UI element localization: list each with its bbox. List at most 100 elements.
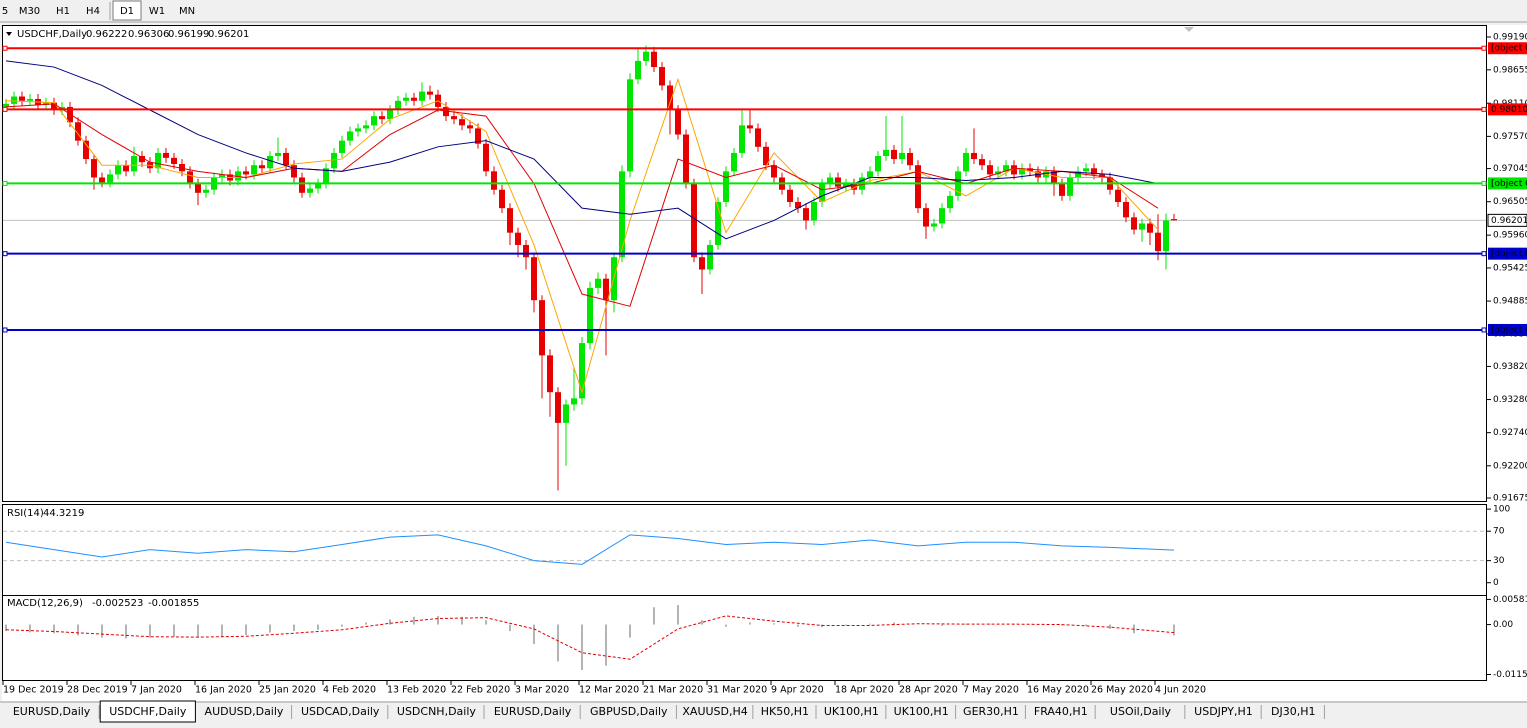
tab-label[interactable]: USDCNH,Daily: [397, 705, 477, 718]
level-label-box: [1488, 177, 1527, 190]
tab-label[interactable]: UK100,H1: [894, 705, 949, 718]
tab[interactable]: [388, 703, 484, 721]
tab-label[interactable]: AUDUSD,Daily: [205, 705, 284, 718]
candle-body: [923, 208, 929, 227]
tab[interactable]: [485, 703, 581, 721]
candle-body: [835, 177, 841, 187]
candle-body: [75, 122, 81, 141]
candle-body: [1131, 217, 1137, 230]
tab[interactable]: [753, 703, 816, 721]
candle-body: [731, 152, 737, 172]
candle-body: [563, 404, 569, 423]
candle-body: [987, 165, 993, 175]
candle-body: [787, 189, 793, 203]
candle-body: [483, 143, 489, 172]
timeframe-button[interactable]: H4: [86, 6, 100, 17]
moving-average: [5, 60, 1159, 240]
tab[interactable]: [677, 703, 753, 721]
tab[interactable]: [886, 703, 956, 721]
candle-body: [931, 223, 937, 227]
date-label: 21 Mar 2020: [643, 685, 703, 696]
tab-label[interactable]: EURUSD,Daily: [494, 705, 572, 718]
candle-body: [1099, 174, 1105, 178]
tab-label[interactable]: UK100,H1: [824, 705, 879, 718]
date-label: 13 Feb 2020: [387, 685, 446, 696]
timeframe-button[interactable]: M30: [19, 6, 40, 17]
candle-body: [459, 119, 465, 126]
date-label: 4 Jun 2020: [1155, 685, 1206, 696]
candle-body: [163, 152, 169, 158]
y-tick-label: 0.97570: [1493, 132, 1527, 142]
tab-label[interactable]: USDCHF,Daily: [109, 705, 187, 718]
y-tick-label: 0.95425: [1493, 263, 1527, 273]
timeframe-button[interactable]: W1: [149, 6, 165, 17]
candle-body: [819, 183, 825, 203]
candle-body: [419, 91, 425, 101]
level-handle: [1481, 251, 1487, 257]
candle-body: [891, 149, 897, 160]
date-label: 3 Mar 2020: [515, 685, 569, 696]
candle-body: [387, 109, 393, 120]
candle-body: [499, 189, 505, 209]
tab[interactable]: [817, 703, 886, 721]
symbol-label: USDCHF,Daily: [17, 29, 87, 40]
rsi-line: [5, 534, 1175, 565]
candle-body: [403, 97, 409, 101]
tab-label[interactable]: USOil,Daily: [1110, 705, 1172, 718]
timeframe-selected: [112, 0, 142, 21]
candle-body: [307, 188, 313, 193]
tab[interactable]: [4, 703, 100, 721]
tab[interactable]: [581, 703, 677, 721]
candle-body: [1003, 165, 1009, 172]
tab-label[interactable]: EURUSD,Daily: [13, 705, 91, 718]
timeframe-button[interactable]: 5: [2, 6, 8, 17]
date-label: 9 Apr 2020: [771, 685, 824, 696]
candle-body: [99, 177, 105, 183]
tab[interactable]: [956, 703, 1026, 721]
candle-body: [171, 157, 177, 164]
date-label: 28 Apr 2020: [899, 685, 958, 696]
candle-body: [19, 96, 25, 101]
date-label: 28 Dec 2019: [67, 685, 128, 696]
candle-body: [531, 257, 537, 301]
tab-label[interactable]: GBPUSD,Daily: [590, 705, 668, 718]
ohlc-open: 0.96222: [86, 29, 127, 40]
candle-body: [907, 152, 913, 166]
price-label: 0.96201: [1491, 216, 1527, 226]
macd-tick-label: -0.01153: [1493, 670, 1527, 680]
date-label: 31 Mar 2020: [707, 685, 767, 696]
tab-label[interactable]: GER30,H1: [963, 705, 1019, 718]
tab[interactable]: [196, 703, 292, 721]
tab[interactable]: [292, 703, 388, 721]
date-label: 22 Feb 2020: [451, 685, 510, 696]
dropdown-icon[interactable]: [6, 32, 12, 36]
tab[interactable]: [1185, 703, 1262, 721]
y-tick-label: 0.92200: [1493, 461, 1527, 471]
candle-body: [723, 171, 729, 203]
tab-active[interactable]: [99, 700, 196, 723]
shift-marker: [1184, 27, 1194, 32]
timeframe-button[interactable]: H1: [56, 6, 70, 17]
price-label-box: [1487, 213, 1527, 227]
tab-label[interactable]: FRA40,H1: [1034, 705, 1088, 718]
timeframe-button[interactable]: MN: [179, 6, 195, 17]
level-handle: [1481, 327, 1487, 333]
candle-body: [355, 128, 361, 132]
level-label-box: [1488, 247, 1527, 260]
tab-label[interactable]: USDJPY,H1: [1194, 705, 1253, 718]
tab-label[interactable]: DJ30,H1: [1271, 705, 1315, 718]
level-handle: [2, 180, 8, 186]
tab[interactable]: [1026, 703, 1096, 721]
tab-label[interactable]: HK50,H1: [761, 705, 809, 718]
tab-label[interactable]: XAUUSD,H4: [682, 705, 747, 718]
tab[interactable]: [1262, 703, 1325, 721]
timeframe-button[interactable]: D1: [120, 6, 134, 17]
tab-label[interactable]: USDCAD,Daily: [301, 705, 380, 718]
chart-bg: [2, 25, 1527, 701]
tab[interactable]: [1096, 703, 1185, 721]
ohlc-low: 0.96199: [168, 29, 209, 40]
candle-body: [1075, 171, 1081, 178]
candle-body: [867, 171, 873, 178]
candle-body: [747, 125, 753, 129]
candle-body: [947, 195, 953, 209]
